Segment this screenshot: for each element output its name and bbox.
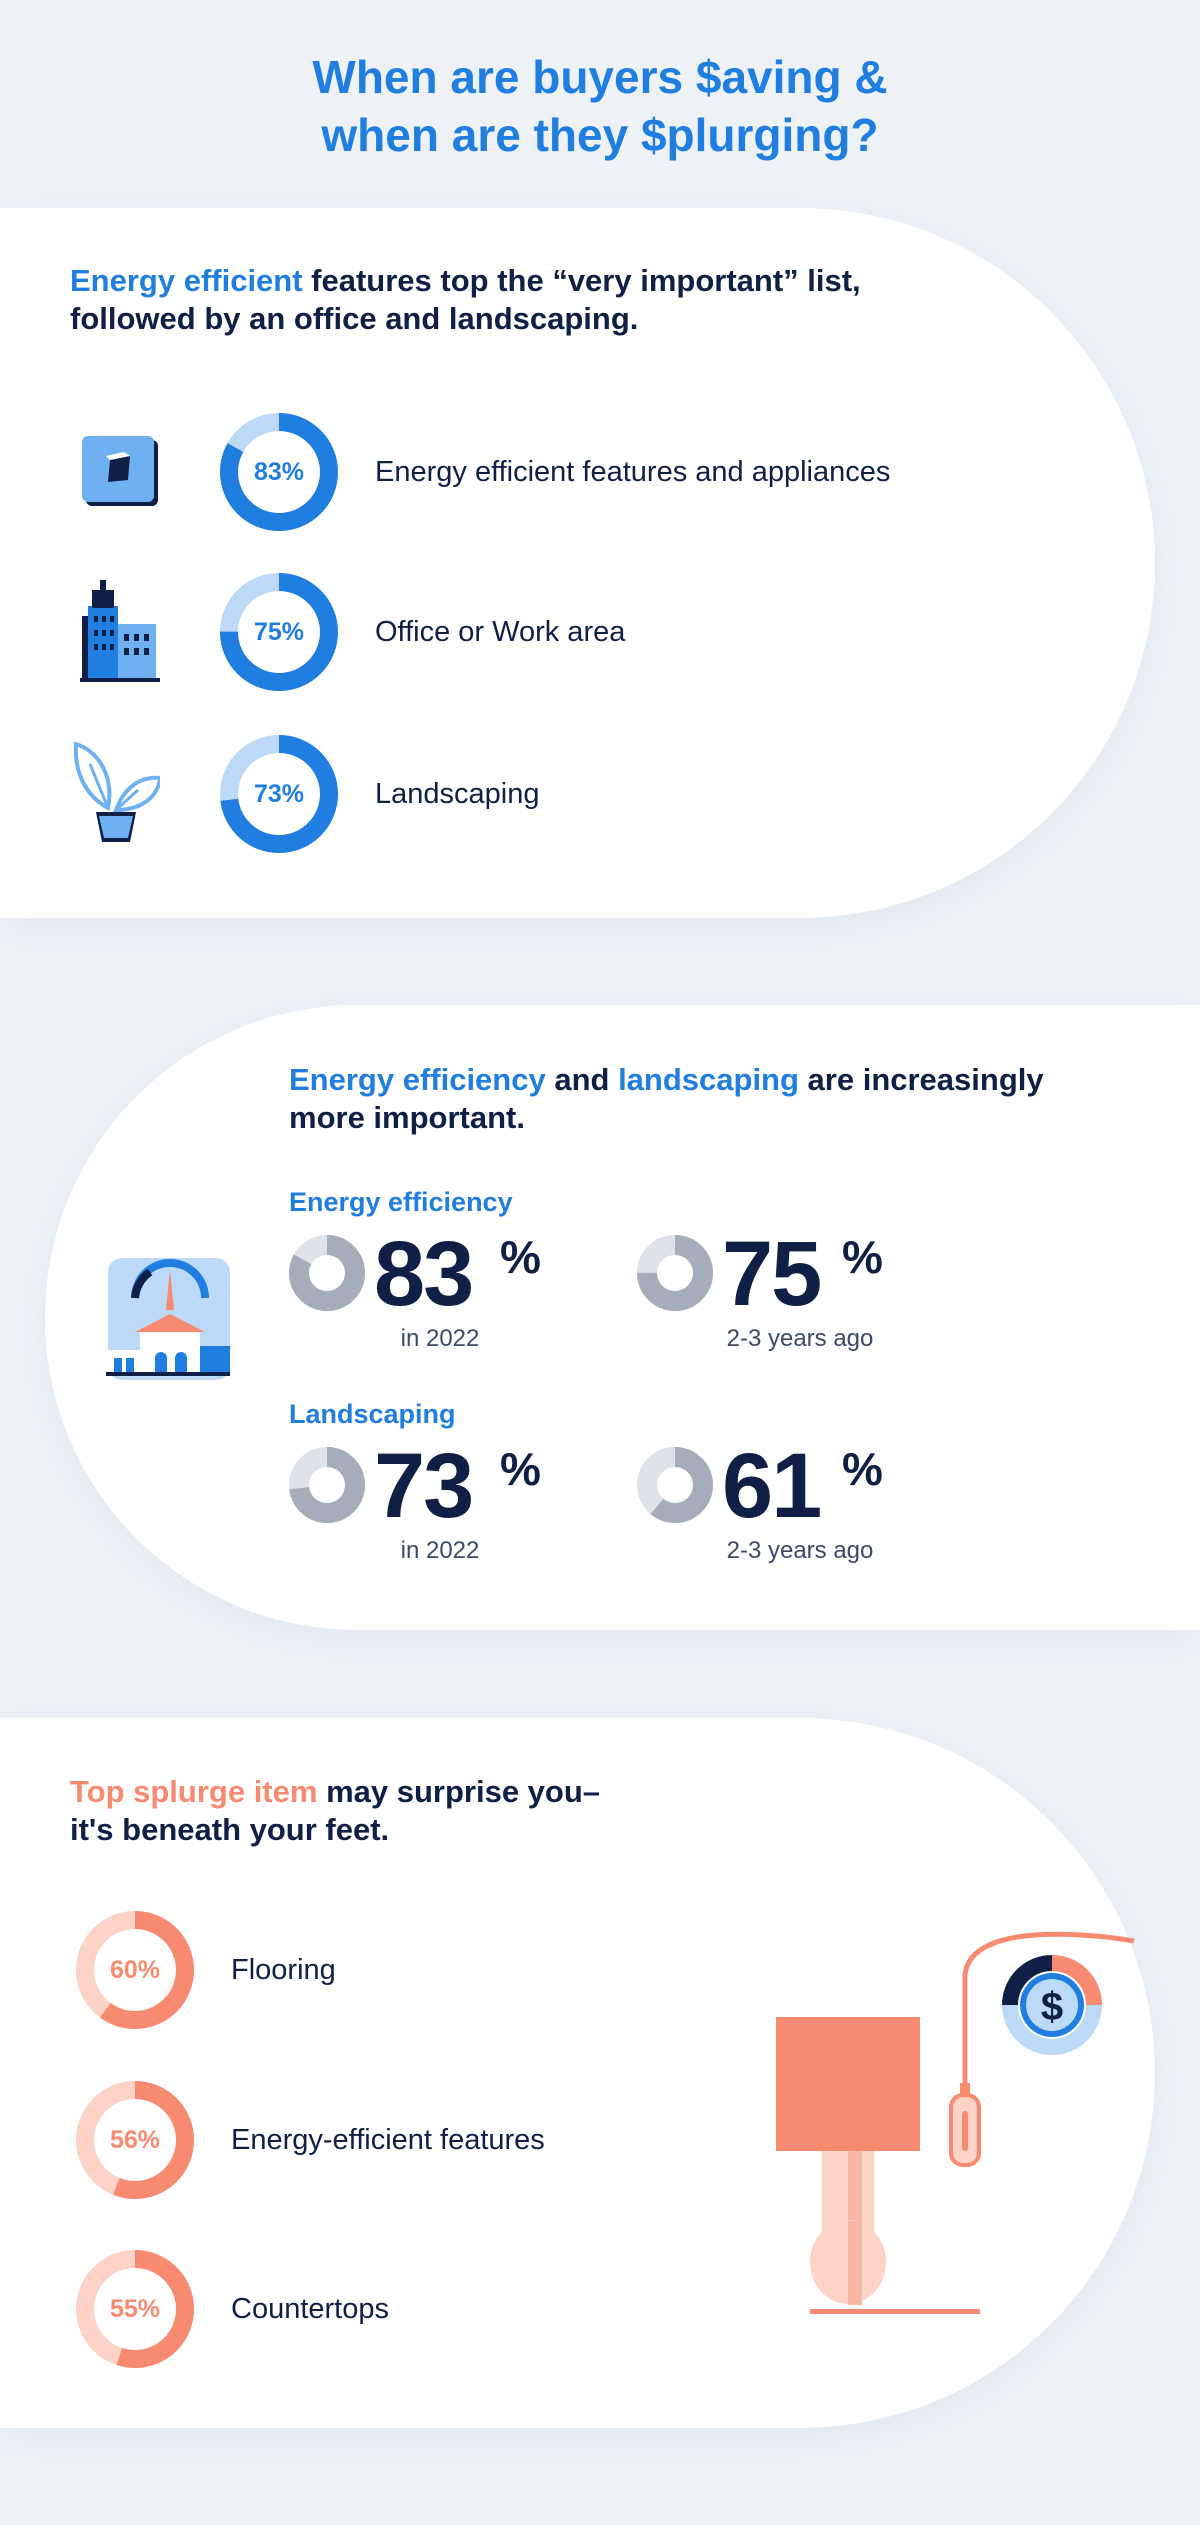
donut-energy-features-label: 83%: [253, 458, 305, 486]
title-line-1: When are buyers $aving &: [312, 51, 888, 103]
section2-heading-part4: are increasingly more important.: [289, 1062, 1044, 1135]
stat-energy-prev-pct: %: [842, 1231, 883, 1283]
donut-office-work: 75%: [219, 572, 339, 692]
page-title: When are buyers $aving & when are they $…: [0, 48, 1200, 164]
stat-landscaping-prev-number: 61: [722, 1435, 822, 1537]
donut-countertops-ring: [76, 2250, 194, 2368]
stat-landscaping-2022-number: 73: [374, 1435, 474, 1537]
pie-landscaping-prev: [637, 1447, 713, 1523]
donut-landscaping: 73%: [219, 734, 339, 854]
pie-landscaping-prev-ring: [637, 1447, 713, 1523]
donut-flooring: 60%: [75, 1910, 195, 2030]
stat-landscaping-prev-pct: %: [842, 1443, 883, 1495]
donut-landscaping-ring: [220, 735, 338, 853]
stat-landscaping-2022-pct: %: [500, 1443, 541, 1495]
pie-energy-2022: [289, 1235, 365, 1311]
donut-office-work-label: 75%: [253, 618, 305, 646]
item-countertops-label: Countertops: [231, 2293, 389, 2325]
pie-energy-prev: [637, 1235, 713, 1311]
stat-landscaping-prev-caption: 2-3 years ago: [726, 1537, 874, 1564]
donut-energy-efficient-splurge-ring: [76, 2081, 194, 2199]
panel-increasing-importance: [45, 1005, 1200, 1630]
donut-countertops-label: 55%: [109, 2295, 161, 2323]
item-office-work-label: Office or Work area: [375, 616, 626, 648]
svg-text:$: $: [1041, 1985, 1063, 2029]
donut-energy-features: 83%: [219, 412, 339, 532]
group-energy-efficiency-title: Energy efficiency: [289, 1187, 513, 1217]
pie-energy-2022-ring: [289, 1235, 365, 1311]
item-energy-efficient-splurge-label: Energy-efficient features: [231, 2124, 545, 2156]
panel-very-important: [0, 208, 1155, 918]
house-gauge-icon: [100, 1250, 235, 1385]
section3-heading: Top splurge item may surprise you– it's …: [70, 1773, 870, 1849]
section3-heading-line2: it's beneath your feet.: [70, 1812, 390, 1847]
stat-energy-prev-number: 75: [722, 1223, 822, 1325]
donut-energy-features-ring: [220, 413, 338, 531]
pie-energy-prev-ring: [637, 1235, 713, 1311]
item-energy-features-label: Energy efficient features and appliances: [375, 456, 891, 488]
section2-heading: Energy efficiency and landscaping are in…: [289, 1061, 1089, 1137]
donut-energy-efficient-splurge: 56%: [75, 2080, 195, 2200]
stat-energy-2022-pct: %: [500, 1231, 541, 1283]
donut-energy-efficient-splurge-label: 56%: [109, 2126, 161, 2154]
pie-landscaping-2022-ring: [289, 1447, 365, 1523]
section2-heading-part3: landscaping: [618, 1062, 799, 1097]
building-icon: [78, 576, 168, 686]
donut-countertops: 55%: [75, 2249, 195, 2369]
plant-icon: [70, 738, 163, 848]
donut-flooring-ring: [76, 1911, 194, 2029]
item-flooring-label: Flooring: [231, 1954, 336, 1986]
pie-landscaping-2022: [289, 1447, 365, 1523]
title-line-2: when are they $plurging?: [321, 109, 879, 161]
donut-flooring-label: 60%: [109, 1956, 161, 1984]
section1-heading: Energy efficient features top the “very …: [70, 262, 970, 338]
section3-heading-rest: may surprise you–: [317, 1774, 601, 1809]
stat-energy-prev-caption: 2-3 years ago: [726, 1325, 874, 1352]
cube-icon: [78, 418, 168, 528]
donut-landscaping-label: 73%: [253, 780, 305, 808]
section2-heading-part2: and: [545, 1062, 619, 1097]
stat-energy-2022-number: 83: [374, 1223, 474, 1325]
lamp-dollar-icon: $: [770, 1925, 1140, 2325]
stat-landscaping-2022-caption: in 2022: [400, 1537, 480, 1564]
section1-heading-rest: features top the “very important” list, …: [70, 263, 861, 336]
section3-heading-highlight: Top splurge item: [70, 1774, 318, 1809]
group-landscaping-title: Landscaping: [289, 1399, 456, 1429]
section2-heading-part1: Energy efficiency: [289, 1062, 546, 1097]
donut-office-work-ring: [220, 573, 338, 691]
section1-heading-highlight: Energy efficient: [70, 263, 303, 298]
item-landscaping-label: Landscaping: [375, 778, 540, 810]
stat-energy-2022-caption: in 2022: [400, 1325, 480, 1352]
